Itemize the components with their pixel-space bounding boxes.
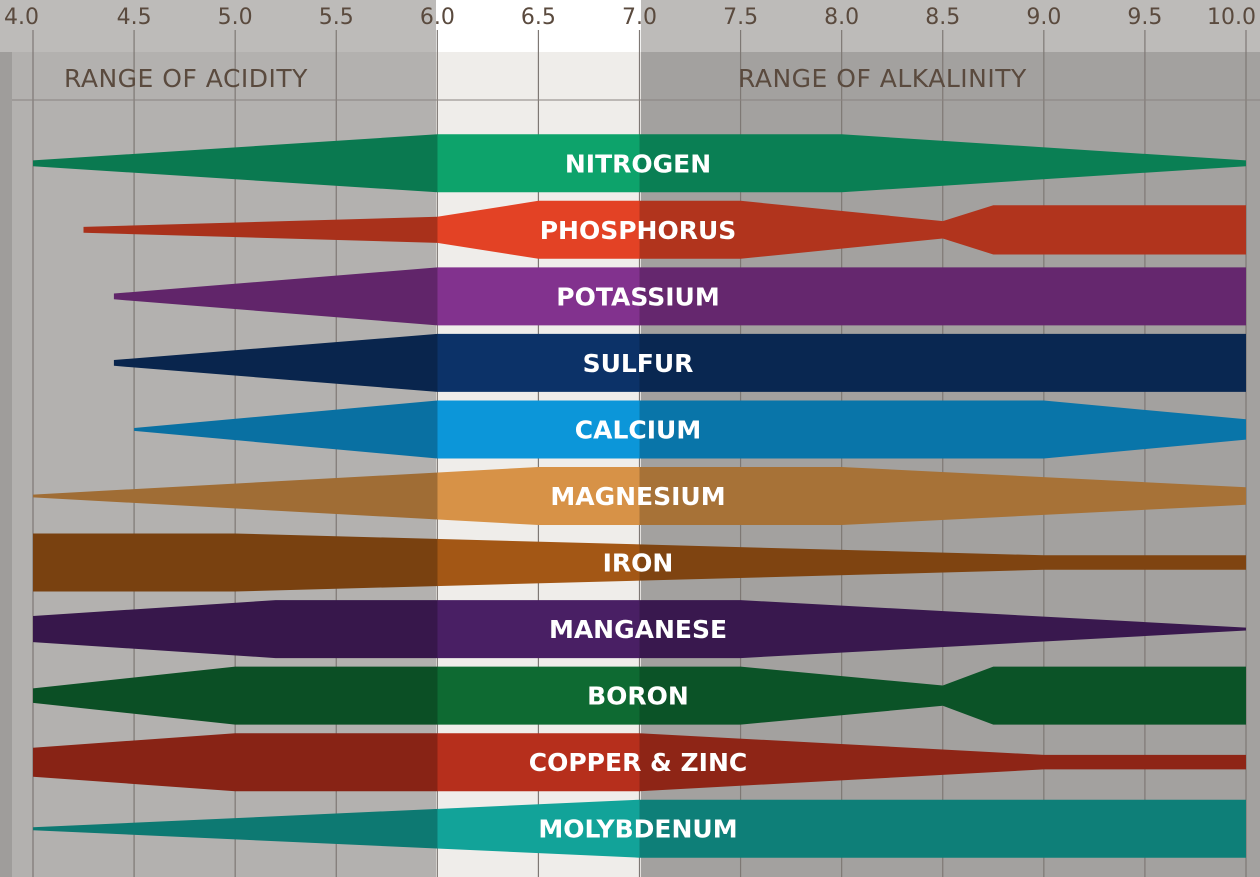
- x-tick-label: 8.5: [925, 5, 960, 30]
- band-label-boron: BORON: [587, 682, 689, 711]
- band-label-phosphorus: PHOSPHORUS: [540, 216, 737, 245]
- x-tick-label: 7.0: [622, 5, 657, 30]
- left-margin-strip: [0, 52, 12, 877]
- nutrient-bands: NITROGEN PHOSPHORUS POTASSIUM SULFUR CALCIUM…: [33, 134, 1247, 858]
- band-label-potassium: POTASSIUM: [556, 282, 719, 311]
- band-magnesium: [33, 467, 1246, 525]
- band-iron: [33, 533, 1246, 592]
- x-tick-label: 5.5: [319, 5, 354, 30]
- band-boron: [33, 666, 1246, 725]
- x-tick-label: 6.5: [521, 5, 556, 30]
- x-tick-label: 4.0: [4, 5, 39, 30]
- x-tick-label: 9.0: [1026, 5, 1061, 30]
- band-label-manganese: MANGANESE: [549, 615, 727, 644]
- band-calcium: [134, 400, 1247, 459]
- band-phosphorus: [83, 200, 1246, 259]
- band-label-magnesium: MAGNESIUM: [550, 482, 725, 511]
- x-tick-label: 5.0: [218, 5, 253, 30]
- band-label-sulfur: SULFUR: [583, 349, 694, 378]
- band-label-copper-zinc: COPPER & ZINC: [529, 748, 747, 777]
- band-label-iron: IRON: [603, 549, 674, 578]
- x-tick-label: 9.5: [1127, 5, 1162, 30]
- x-tick-label: 7.5: [723, 5, 758, 30]
- band-molybdenum: [33, 799, 1246, 858]
- x-tick-label: 10.0: [1207, 5, 1256, 30]
- alkalinity-range-label: RANGE OF ALKALINITY: [738, 64, 1027, 93]
- acidity-range-label: RANGE OF ACIDITY: [64, 64, 308, 93]
- band-label-calcium: CALCIUM: [575, 416, 701, 445]
- band-potassium: [113, 267, 1246, 326]
- band-nitrogen: [33, 134, 1246, 193]
- band-label-nitrogen: NITROGEN: [565, 149, 711, 178]
- band-sulfur: [113, 333, 1246, 392]
- x-tick-label: 4.5: [117, 5, 152, 30]
- band-copper-zinc: [33, 733, 1246, 792]
- x-tick-label: 6.0: [420, 5, 455, 30]
- band-label-molybdenum: MOLYBDENUM: [538, 815, 737, 844]
- band-manganese: [33, 600, 1246, 659]
- x-tick-label: 8.0: [824, 5, 859, 30]
- x-tick-labels: 4.0 4.5 5.0 5.5 6.0 6.5 7.0 7.5 8.0 8.5 9.0 9.5 10.0: [4, 5, 1256, 30]
- range-header: RANGE OF ACIDITY RANGE OF ALKALINITY: [12, 64, 1260, 101]
